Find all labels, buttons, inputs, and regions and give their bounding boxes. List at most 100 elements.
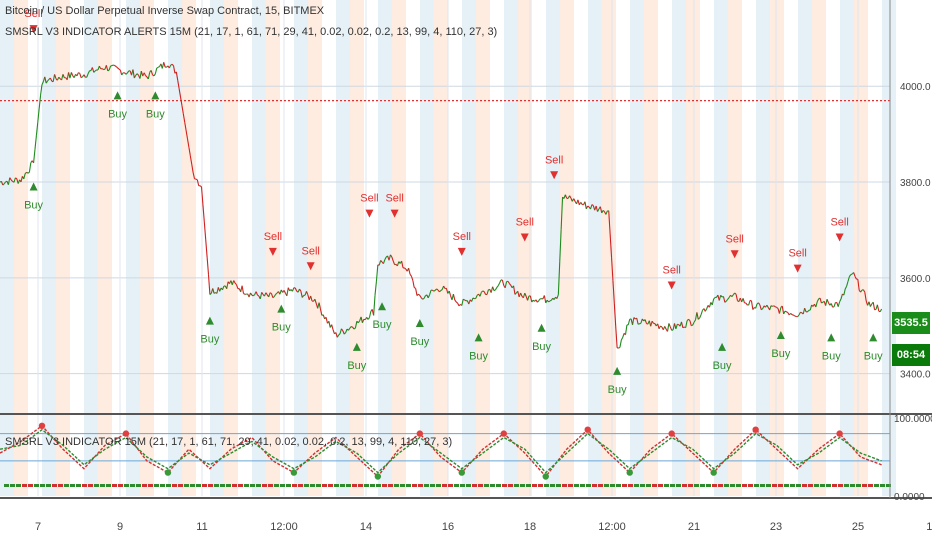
- osc-strip-bar: [94, 484, 99, 487]
- osc-strip-bar: [250, 484, 255, 487]
- price-segment: [15, 178, 16, 179]
- buy-label: Buy: [608, 384, 627, 396]
- session-band: [602, 0, 616, 496]
- osc-strip-bar: [40, 484, 45, 487]
- osc-strip-bar: [526, 484, 531, 487]
- session-band: [224, 0, 238, 496]
- osc-strip-bar: [334, 484, 339, 487]
- session-band: [854, 0, 868, 496]
- osc-strip-bar: [100, 484, 105, 487]
- osc-strip-bar: [748, 484, 753, 487]
- session-band: [168, 0, 182, 496]
- osc-strip-bar: [124, 484, 129, 487]
- price-segment: [683, 327, 684, 328]
- osc-strip-bar: [688, 484, 693, 487]
- sell-label: Sell: [788, 248, 806, 260]
- session-band: [616, 0, 630, 496]
- osc-strip-bar: [184, 484, 189, 487]
- session-band: [868, 0, 882, 496]
- osc-strip-bar: [448, 484, 453, 487]
- buy-label: Buy: [272, 322, 291, 334]
- sell-label: Sell: [663, 264, 681, 276]
- osc-strip-bar: [46, 484, 51, 487]
- session-band: [756, 0, 770, 496]
- sell-label: Sell: [725, 233, 743, 245]
- osc-strip-bar: [610, 484, 615, 487]
- osc-signal-dot: [291, 469, 297, 475]
- session-band: [252, 0, 266, 496]
- buy-label: Buy: [713, 360, 732, 372]
- osc-strip-bar: [520, 484, 525, 487]
- osc-strip-bar: [568, 484, 573, 487]
- indicator-legend[interactable]: SMSRL V3 INDICATOR ALERTS 15M (21, 17, 1…: [5, 26, 497, 38]
- price-segment: [78, 73, 79, 74]
- osc-strip-bar: [496, 484, 501, 487]
- osc-strip-bar: [316, 484, 321, 487]
- price-segment: [115, 66, 116, 67]
- osc-strip-bar: [244, 484, 249, 487]
- osc-strip-bar: [796, 484, 801, 487]
- session-band: [378, 0, 392, 496]
- osc-signal-dot: [459, 469, 465, 475]
- buy-label: Buy: [864, 350, 883, 362]
- osc-strip-bar: [436, 484, 441, 487]
- buy-label: Buy: [410, 336, 429, 348]
- osc-strip-bar: [826, 484, 831, 487]
- osc-strip-bar: [346, 484, 351, 487]
- osc-strip-bar: [514, 484, 519, 487]
- price-segment: [691, 325, 692, 326]
- osc-strip-bar: [256, 484, 261, 487]
- osc-strip-bar: [868, 484, 873, 487]
- price-tick-label: 3800.0: [900, 178, 931, 189]
- osc-strip-bar: [142, 484, 147, 487]
- osc-strip-bar: [358, 484, 363, 487]
- sell-label: Sell: [516, 217, 534, 229]
- osc-strip-bar: [58, 484, 63, 487]
- osc-strip-bar: [148, 484, 153, 487]
- osc-strip-bar: [106, 484, 111, 487]
- osc-strip-bar: [682, 484, 687, 487]
- osc-strip-bar: [172, 484, 177, 487]
- osc-strip-bar: [778, 484, 783, 487]
- oscillator-legend[interactable]: SMSRL V3 INDICATOR 15M (21, 17, 1, 61, 7…: [5, 436, 452, 448]
- osc-strip-bar: [220, 484, 225, 487]
- time-tick-label: 21: [688, 521, 700, 533]
- session-band: [630, 0, 644, 496]
- osc-strip-bar: [832, 484, 837, 487]
- osc-strip-bar: [550, 484, 555, 487]
- osc-signal-dot: [501, 430, 507, 436]
- osc-strip-bar: [214, 484, 219, 487]
- osc-strip-bar: [460, 484, 465, 487]
- session-band: [770, 0, 784, 496]
- osc-strip-bar: [736, 484, 741, 487]
- price-segment: [108, 70, 109, 71]
- osc-strip-bar: [538, 484, 543, 487]
- buy-label: Buy: [771, 348, 790, 360]
- price-segment: [465, 300, 466, 301]
- price-segment: [196, 179, 197, 180]
- osc-strip-bar: [418, 484, 423, 487]
- osc-strip-bar: [814, 484, 819, 487]
- session-band: [350, 0, 364, 496]
- session-band: [406, 0, 420, 496]
- price-segment: [494, 290, 495, 291]
- buy-label: Buy: [347, 360, 366, 372]
- osc-strip-bar: [850, 484, 855, 487]
- osc-strip-bar: [400, 484, 405, 487]
- osc-strip-bar: [802, 484, 807, 487]
- osc-strip-bar: [652, 484, 657, 487]
- osc-strip-bar: [616, 484, 621, 487]
- price-segment: [463, 299, 464, 300]
- osc-strip-bar: [388, 484, 393, 487]
- osc-strip-bar: [430, 484, 435, 487]
- osc-strip-bar: [352, 484, 357, 487]
- osc-strip-bar: [130, 484, 135, 487]
- session-band: [532, 0, 546, 496]
- session-band: [658, 0, 672, 496]
- osc-strip-bar: [208, 484, 213, 487]
- time-tick-label: 12:00: [270, 521, 298, 533]
- session-band: [98, 0, 112, 496]
- osc-strip-bar: [166, 484, 171, 487]
